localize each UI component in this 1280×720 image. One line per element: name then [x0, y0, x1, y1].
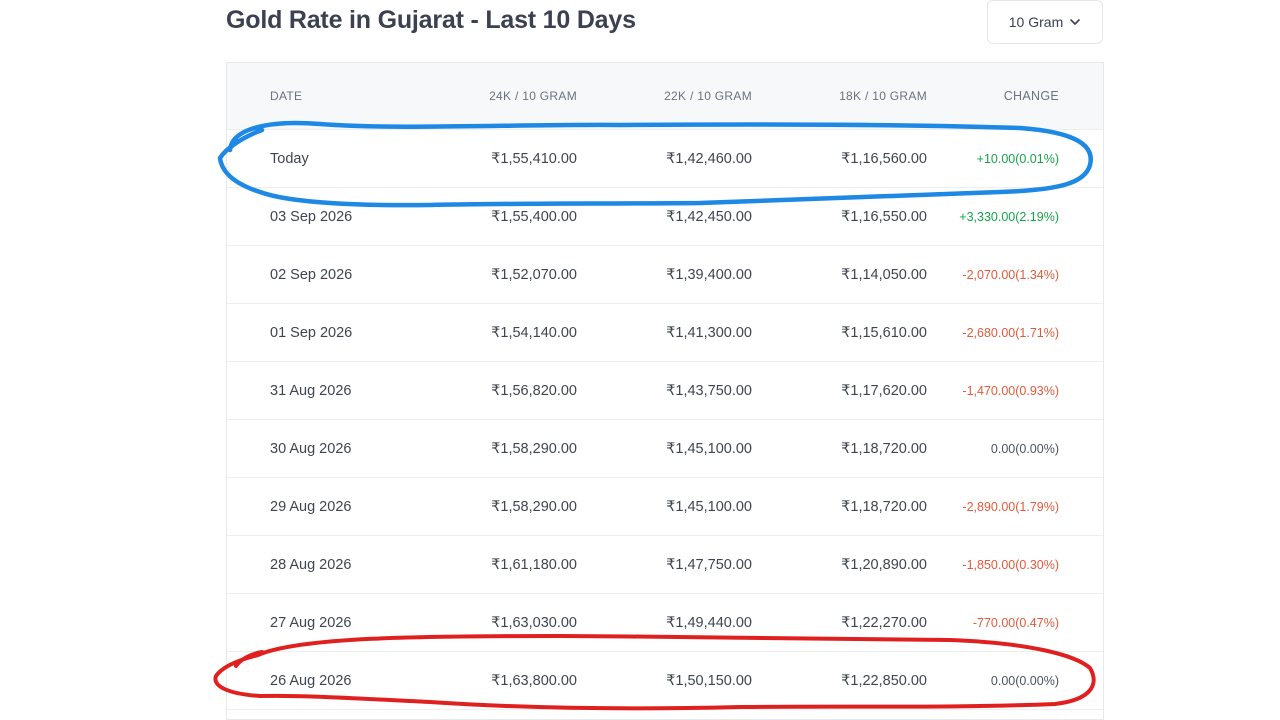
- cell-18k-price: ₹1,18,720.00: [841, 498, 927, 515]
- cell-18k-price: ₹1,14,050.00: [841, 266, 927, 283]
- cell-change: 0.00(0.00%): [990, 441, 1059, 456]
- chevron-down-icon: [1069, 16, 1081, 28]
- unit-select-label: 10 Gram: [1008, 14, 1064, 30]
- cell-18k-price: ₹1,22,850.00: [841, 672, 927, 689]
- cell-24k-price: ₹1,55,410.00: [491, 150, 577, 167]
- cell-18k-price: ₹1,15,610.00: [841, 324, 927, 341]
- table-row: 27 Aug 2026 ₹1,63,030.00 ₹1,49,440.00 ₹1,22…: [227, 594, 1103, 652]
- cell-22k-price: ₹1,42,460.00: [666, 150, 752, 167]
- cell-date: 30 Aug 2026: [270, 440, 352, 457]
- cell-date: 02 Sep 2026: [270, 266, 353, 283]
- cell-24k-price: ₹1,56,820.00: [491, 382, 577, 399]
- cell-18k-price: ₹1,16,560.00: [841, 150, 927, 167]
- cell-24k-price: ₹1,58,290.00: [491, 498, 577, 515]
- cell-24k-price: ₹1,54,140.00: [491, 324, 577, 341]
- cell-change: -1,470.00(0.93%): [962, 383, 1059, 398]
- cell-22k-price: ₹1,42,450.00: [666, 208, 752, 225]
- table-row: 02 Sep 2026 ₹1,52,070.00 ₹1,39,400.00 ₹1,14…: [227, 246, 1103, 304]
- cell-22k-price: ₹1,39,400.00: [666, 266, 752, 283]
- cell-change: +10.00(0.01%): [976, 151, 1059, 166]
- cell-24k-price: ₹1,63,800.00: [491, 672, 577, 689]
- cell-18k-price: ₹1,20,890.00: [841, 556, 927, 573]
- column-header-18k: 18K / 10 GRAM: [839, 89, 927, 103]
- table-row: 01 Sep 2026 ₹1,54,140.00 ₹1,41,300.00 ₹1,15…: [227, 304, 1103, 362]
- cell-18k-price: ₹1,22,270.00: [841, 614, 927, 631]
- cell-date: Today: [270, 150, 309, 167]
- cell-18k-price: ₹1,17,620.00: [841, 382, 927, 399]
- column-header-change: CHANGE: [1003, 89, 1059, 103]
- table-header: DATE 24K / 10 GRAM 22K / 10 GRAM 18K / 1…: [227, 63, 1103, 130]
- column-header-24k: 24K / 10 GRAM: [489, 89, 577, 103]
- cell-22k-price: ₹1,47,750.00: [666, 556, 752, 573]
- cell-date: 01 Sep 2026: [270, 324, 353, 341]
- table-row: 28 Aug 2026 ₹1,61,180.00 ₹1,47,750.00 ₹1,20…: [227, 536, 1103, 594]
- cell-change: -2,890.00(1.79%): [962, 499, 1059, 514]
- cell-date: 03 Sep 2026: [270, 208, 353, 225]
- cell-22k-price: ₹1,43,750.00: [666, 382, 752, 399]
- cell-18k-price: ₹1,16,550.00: [841, 208, 927, 225]
- table-row: 29 Aug 2026 ₹1,58,290.00 ₹1,45,100.00 ₹1,18…: [227, 478, 1103, 536]
- cell-date: 27 Aug 2026: [270, 614, 352, 631]
- table-row: 03 Sep 2026 ₹1,55,400.00 ₹1,42,450.00 ₹1,16…: [227, 188, 1103, 246]
- cell-date: 31 Aug 2026: [270, 382, 352, 399]
- cell-change: -2,680.00(1.71%): [962, 325, 1059, 340]
- cell-change: -1,850.00(0.30%): [962, 557, 1059, 572]
- cell-change: -770.00(0.47%): [972, 615, 1059, 630]
- table-row: 30 Aug 2026 ₹1,58,290.00 ₹1,45,100.00 ₹1,18…: [227, 420, 1103, 478]
- cell-change: +3,330.00(2.19%): [959, 209, 1059, 224]
- cell-22k-price: ₹1,49,440.00: [666, 614, 752, 631]
- cell-24k-price: ₹1,61,180.00: [491, 556, 577, 573]
- cell-24k-price: ₹1,55,400.00: [491, 208, 577, 225]
- cell-date: 29 Aug 2026: [270, 498, 352, 515]
- cell-22k-price: ₹1,45,100.00: [666, 440, 752, 457]
- cell-22k-price: ₹1,50,150.00: [666, 672, 752, 689]
- cell-change: -2,070.00(1.34%): [962, 267, 1059, 282]
- table-row: 26 Aug 2026 ₹1,63,800.00 ₹1,50,150.00 ₹1,22…: [227, 652, 1103, 710]
- cell-date: 26 Aug 2026: [270, 672, 352, 689]
- cell-22k-price: ₹1,45,100.00: [666, 498, 752, 515]
- cell-24k-price: ₹1,52,070.00: [491, 266, 577, 283]
- unit-select-dropdown[interactable]: 10 Gram: [987, 0, 1103, 44]
- cell-date: 28 Aug 2026: [270, 556, 352, 573]
- column-header-date: DATE: [270, 89, 303, 103]
- page-title: Gold Rate in Gujarat - Last 10 Days: [226, 6, 636, 34]
- cell-22k-price: ₹1,41,300.00: [666, 324, 752, 341]
- cell-24k-price: ₹1,58,290.00: [491, 440, 577, 457]
- table-row: 31 Aug 2026 ₹1,56,820.00 ₹1,43,750.00 ₹1,17…: [227, 362, 1103, 420]
- gold-rate-table: DATE 24K / 10 GRAM 22K / 10 GRAM 18K / 1…: [226, 62, 1104, 720]
- cell-24k-price: ₹1,63,030.00: [491, 614, 577, 631]
- cell-18k-price: ₹1,18,720.00: [841, 440, 927, 457]
- cell-change: 0.00(0.00%): [990, 673, 1059, 688]
- table-row: Today ₹1,55,410.00 ₹1,42,460.00 ₹1,16,560.0…: [227, 130, 1103, 188]
- table-body: Today ₹1,55,410.00 ₹1,42,460.00 ₹1,16,560.0…: [227, 130, 1103, 710]
- column-header-22k: 22K / 10 GRAM: [664, 89, 752, 103]
